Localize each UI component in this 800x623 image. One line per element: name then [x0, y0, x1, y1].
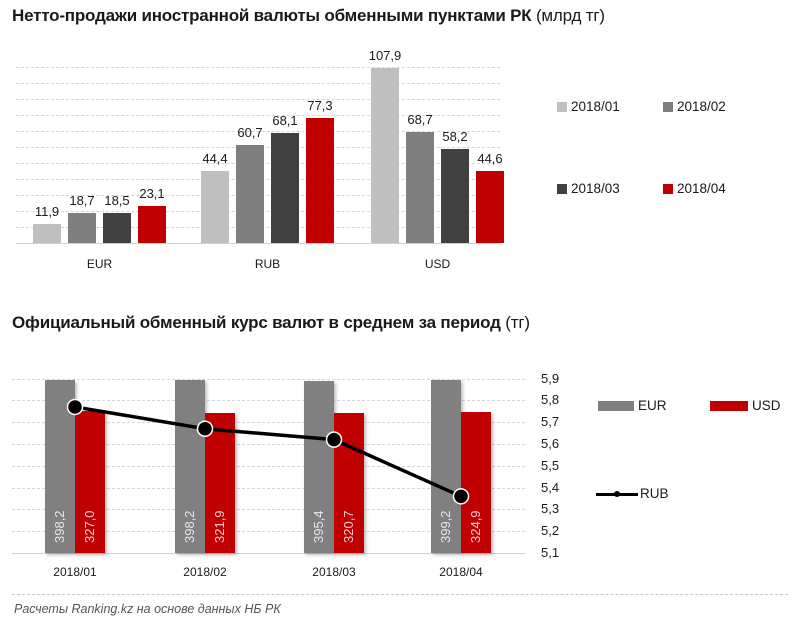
rub-marker	[196, 420, 214, 437]
legend-swatch	[663, 183, 673, 194]
bar-usd-2018-02	[205, 412, 235, 553]
rub-marker	[452, 488, 470, 505]
chart2-title: Официальный обменный курс валют в средне…	[12, 313, 530, 333]
right-axis-tick: 5,3	[541, 501, 560, 517]
gridline	[12, 400, 525, 402]
gridline	[16, 83, 500, 84]
bar-rub-2018-03	[271, 132, 299, 243]
chart1-title-unit: (млрд тг)	[535, 6, 605, 25]
bar-usd-2018-03	[441, 148, 469, 243]
gridline	[12, 509, 525, 511]
gridline	[16, 115, 500, 116]
gridline	[16, 99, 500, 100]
x-axis-line	[16, 243, 500, 244]
legend-swatch	[557, 183, 567, 194]
right-axis-tick: 5,9	[541, 370, 560, 386]
data-label: 18,5	[104, 193, 130, 209]
legend-marker-glyph	[614, 490, 620, 497]
category-label-usd: USD	[424, 257, 451, 271]
bar-eur-2018-02	[175, 380, 205, 553]
legend-item-eur: EUR	[598, 398, 667, 413]
right-axis-tick: 5,4	[541, 479, 560, 495]
legend-label: USD	[752, 398, 781, 413]
x-axis-line	[12, 553, 525, 554]
bar-eur-2018-04	[138, 205, 166, 243]
legend-label: RUB	[640, 486, 669, 501]
chart1-title-text: Нетто-продажи иностранной валюты обменны…	[12, 6, 532, 25]
category-label-2018-03: 2018/03	[312, 565, 356, 579]
data-label: 44,6	[477, 150, 503, 166]
legend-swatch	[557, 101, 567, 112]
data-label: 68,7	[407, 111, 433, 127]
bar-usd-2018-02	[406, 131, 434, 243]
legend-item-2018-04: 2018/04	[663, 181, 726, 196]
gridline	[12, 465, 525, 467]
data-label: 77,3	[307, 97, 333, 113]
rub-marker	[66, 398, 84, 416]
legend-item-2018-03: 2018/03	[557, 181, 620, 196]
data-label: 44,4	[202, 151, 228, 167]
legend-item-2018-01: 2018/01	[557, 99, 620, 114]
data-label: 23,1	[139, 185, 165, 201]
bar-eur-2018-01	[33, 223, 61, 243]
gridline	[12, 422, 525, 424]
data-label: 68,1	[272, 112, 298, 128]
bar-rub-2018-02	[236, 144, 264, 243]
bar-usd-2018-01	[75, 410, 105, 553]
bar-rub-2018-01	[201, 171, 229, 243]
legend-label: 2018/02	[677, 99, 726, 114]
gridline	[16, 131, 500, 132]
bar-rub-2018-04	[306, 117, 334, 243]
bar-usd-2018-04	[461, 411, 491, 553]
legend-swatch-eur	[598, 400, 634, 411]
gridline	[12, 487, 525, 489]
legend-swatch-rub	[596, 489, 638, 499]
category-label-2018-04: 2018/04	[439, 565, 483, 579]
right-axis-tick: 5,6	[541, 436, 560, 451]
footer-divider	[12, 594, 788, 595]
rub-line	[74, 405, 462, 498]
gridline	[12, 531, 525, 533]
category-label-eur: EUR	[86, 257, 113, 271]
right-axis-tick: 5,7	[541, 414, 560, 430]
source-note: Расчеты Ranking.kz на основе данных НБ Р…	[14, 602, 281, 616]
data-label: 58,2	[442, 128, 468, 144]
legend-item-2018-02: 2018/02	[663, 99, 726, 114]
data-label: 11,9	[34, 203, 60, 219]
legend-label: EUR	[638, 398, 667, 413]
legend-item-usd: USD	[710, 398, 781, 413]
bar-usd-2018-01	[371, 68, 399, 243]
category-label-2018-02: 2018/02	[183, 565, 227, 579]
legend-label: 2018/01	[571, 99, 620, 114]
category-label-2018-01: 2018/01	[53, 565, 97, 579]
right-axis-tick: 5,1	[541, 545, 560, 560]
legend-swatch-usd	[710, 400, 748, 411]
gridline	[12, 444, 525, 445]
right-axis-tick: 5,2	[541, 523, 560, 539]
bar-usd-2018-04	[476, 170, 504, 243]
gridline	[12, 378, 525, 380]
right-axis-tick: 5,8	[541, 392, 560, 408]
bar-eur-2018-03	[304, 381, 334, 553]
bar-eur-2018-03	[103, 213, 131, 243]
data-label: 18,7	[69, 192, 95, 208]
chart2-title-unit: (тг)	[505, 313, 530, 332]
chart1-title: Нетто-продажи иностранной валюты обменны…	[12, 6, 605, 26]
data-label: 107,9	[368, 48, 402, 64]
gridline	[16, 67, 500, 68]
data-label: 60,7	[237, 124, 263, 140]
legend-item-rub: RUB	[596, 486, 669, 501]
legend-label: 2018/04	[677, 181, 726, 196]
bar-eur-2018-02	[68, 212, 96, 243]
legend-label: 2018/03	[571, 181, 620, 196]
legend-swatch	[663, 101, 673, 112]
right-axis-tick: 5,5	[541, 457, 560, 473]
bar-eur-2018-04	[431, 379, 461, 553]
category-label-rub: RUB	[254, 257, 281, 271]
chart2-title-text: Официальный обменный курс валют в средне…	[12, 313, 501, 332]
rub-marker	[325, 431, 343, 448]
